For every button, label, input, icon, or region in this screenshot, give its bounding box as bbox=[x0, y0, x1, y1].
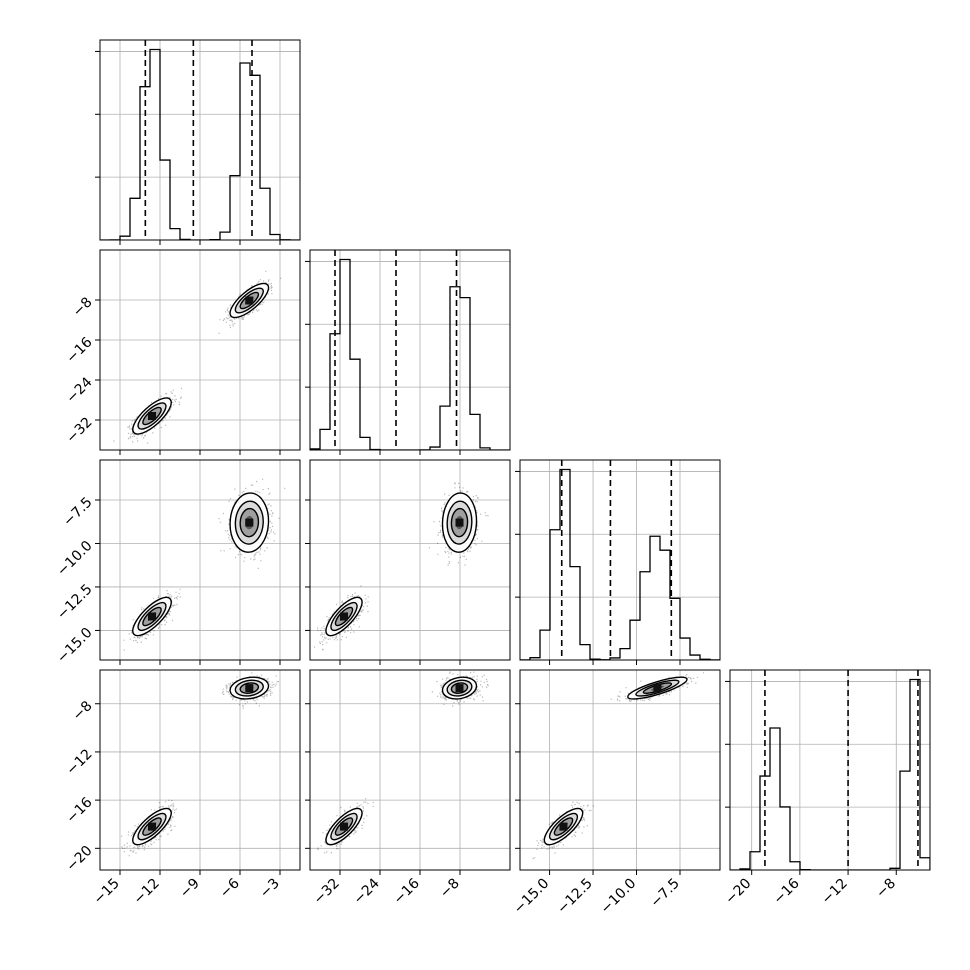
panel-1-0: −32 −24 −16 −8 bbox=[63, 249, 301, 455]
y-tick-label: −12 bbox=[63, 746, 95, 778]
panel-frame bbox=[309, 459, 511, 661]
density-peak-1 bbox=[245, 518, 254, 527]
histogram-2 bbox=[520, 468, 720, 660]
panel-frame bbox=[519, 459, 721, 661]
scatter-points bbox=[123, 478, 286, 651]
y-tick-label: −20 bbox=[63, 843, 95, 875]
x-tick-label: −24 bbox=[351, 875, 383, 907]
x-tick-label: −9 bbox=[177, 876, 203, 902]
panel-1-1 bbox=[305, 249, 511, 455]
panel-3-3: −20 −16 −12 −8 bbox=[722, 669, 931, 908]
x-tick-label: −6 bbox=[217, 875, 243, 901]
x-tick-label: −8 bbox=[873, 876, 899, 902]
density-peak-0 bbox=[148, 822, 156, 831]
x-tick-label: −3 bbox=[257, 876, 283, 902]
scatter-points bbox=[313, 482, 489, 651]
y-tick-label: −10.0 bbox=[54, 538, 96, 580]
density-peak-1 bbox=[455, 684, 464, 693]
x-tick-label: −20 bbox=[722, 876, 754, 908]
density-peak-0 bbox=[340, 822, 348, 831]
y-tick-label: −24 bbox=[63, 374, 95, 406]
x-tick-label: −32 bbox=[311, 876, 343, 908]
x-tick-label: −15 bbox=[91, 876, 123, 908]
panel-3-2: −15.0 −12.5 −10.0 −7.5 bbox=[511, 669, 721, 918]
x-tick-label: −7.5 bbox=[647, 876, 682, 911]
panel-frame bbox=[729, 669, 931, 871]
scatter-cloud-1 bbox=[218, 478, 286, 569]
panel-frame bbox=[309, 669, 511, 871]
density-peak-0 bbox=[148, 412, 156, 420]
x-tick-label: −16 bbox=[391, 875, 423, 907]
x-tick-label: −15.0 bbox=[511, 876, 553, 918]
y-tick-label: −16 bbox=[63, 334, 95, 366]
panel-frame bbox=[519, 669, 721, 871]
scatter-points bbox=[113, 270, 282, 444]
density-peak-0 bbox=[559, 822, 568, 831]
density-peak-0 bbox=[148, 612, 156, 621]
density-peak-0 bbox=[340, 612, 348, 621]
x-tick-label: −10.0 bbox=[598, 876, 640, 918]
panel-2-0: −15.0−12.5−10.0 −7.5 bbox=[54, 459, 301, 667]
histogram-3 bbox=[730, 678, 930, 870]
y-tick-label: −8 bbox=[70, 698, 96, 724]
y-tick-label: −7.5 bbox=[60, 494, 95, 529]
scatter-points bbox=[121, 672, 279, 857]
histogram-1 bbox=[310, 258, 510, 450]
density-peak-1 bbox=[245, 684, 254, 693]
y-tick-label: −8 bbox=[70, 294, 96, 320]
y-tick-label: −12.5 bbox=[54, 581, 96, 623]
scatter-points bbox=[532, 672, 705, 860]
panel-3-1: −32 −24 −16 −8 bbox=[305, 669, 511, 908]
panel-2-1 bbox=[305, 459, 511, 665]
x-tick-label: −12 bbox=[819, 876, 851, 908]
panel-3-0: −20−16−12−8−15 −12 −9 −6 −3 bbox=[63, 669, 301, 908]
y-tick-label: −16 bbox=[63, 794, 95, 826]
panel-2-2 bbox=[515, 459, 721, 665]
x-tick-label: −12.5 bbox=[554, 876, 596, 918]
x-tick-label: −12 bbox=[131, 876, 163, 908]
panel-frame bbox=[309, 249, 511, 451]
density-peak-1 bbox=[653, 684, 662, 693]
x-tick-label: −16 bbox=[771, 875, 803, 907]
density-peak-1 bbox=[245, 296, 254, 305]
y-tick-label: −15.0 bbox=[54, 625, 96, 667]
y-tick-label: −32 bbox=[63, 414, 95, 446]
x-tick-label: −8 bbox=[437, 876, 463, 902]
density-peak-1 bbox=[455, 518, 464, 527]
scatter-points bbox=[317, 671, 489, 854]
panel-0-0 bbox=[95, 39, 301, 245]
